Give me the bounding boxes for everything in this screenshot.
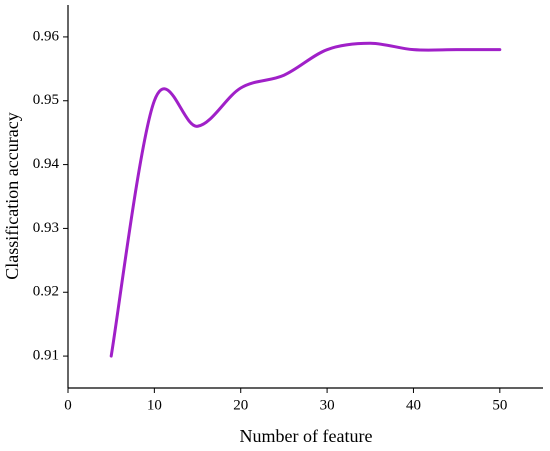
line <box>109 41 502 358</box>
x-axis-title: Number of feature <box>240 426 373 446</box>
y-tick-label: 0.91 <box>33 348 59 364</box>
y-tick-label: 0.94 <box>33 156 60 172</box>
x-tick-label: 30 <box>320 397 335 413</box>
x-tick-label: 40 <box>406 397 421 413</box>
x-tick-label: 20 <box>233 397 248 413</box>
x-tick-label: 0 <box>64 397 72 413</box>
y-tick-label: 0.93 <box>33 220 59 236</box>
y-tick-label: 0.92 <box>33 284 59 300</box>
x-tick-label: 50 <box>492 397 507 413</box>
y-tick-label: 0.95 <box>33 92 59 108</box>
y-tick-label: 0.96 <box>33 28 60 44</box>
y-axis-title: Classification accuracy <box>2 112 22 279</box>
x-tick-label: 10 <box>147 397 162 413</box>
